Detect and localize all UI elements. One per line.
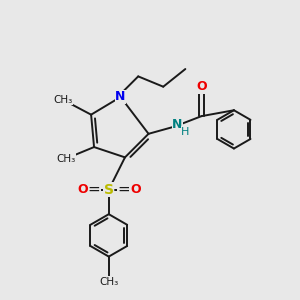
Text: =: = <box>87 182 100 197</box>
Text: CH₃: CH₃ <box>56 154 76 164</box>
Text: CH₃: CH₃ <box>99 277 119 286</box>
Text: N: N <box>172 118 183 130</box>
Text: H: H <box>181 127 190 137</box>
Text: O: O <box>130 183 141 196</box>
Text: =: = <box>118 182 130 197</box>
Text: O: O <box>196 80 207 93</box>
Text: S: S <box>104 183 114 197</box>
Text: N: N <box>116 91 126 103</box>
Text: O: O <box>77 183 88 196</box>
Text: CH₃: CH₃ <box>53 95 73 105</box>
